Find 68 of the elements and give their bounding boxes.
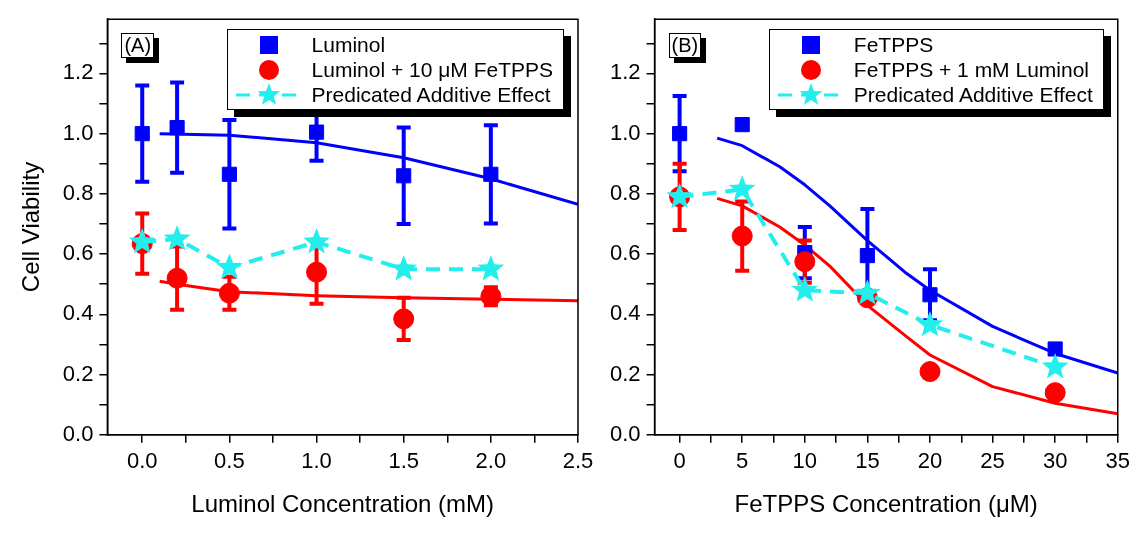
- x-tick-label: 0.0: [126, 448, 158, 474]
- x-tick-label: 1.0: [301, 448, 332, 474]
- point: [672, 126, 688, 142]
- point: [477, 255, 505, 281]
- y-tick-label: 0.8: [62, 179, 94, 205]
- point: [794, 251, 816, 273]
- x-tick-label: 20: [917, 448, 943, 474]
- y-tick-label: 0.8: [609, 179, 641, 205]
- point: [393, 308, 415, 330]
- point: [221, 166, 237, 182]
- x-tick-label: 10: [792, 448, 818, 474]
- y-tick-label: 0.0: [62, 420, 94, 446]
- y-axis-title: Cell Viability: [17, 161, 45, 293]
- y-tick-label: 1.0: [609, 119, 641, 145]
- x-tick-label: 35: [1105, 448, 1131, 474]
- legend-label: Luminol + 10 μM FeTPPS: [311, 57, 553, 82]
- y-tick-label: 1.2: [609, 59, 641, 85]
- point: [163, 225, 191, 251]
- x-tick-label: 0.5: [214, 448, 245, 474]
- point: [303, 228, 330, 254]
- x-tick-label: 2.0: [475, 448, 507, 474]
- point: [919, 361, 941, 383]
- y-tick-label: 0.2: [609, 360, 641, 386]
- point: [1044, 382, 1066, 404]
- point: [854, 279, 881, 305]
- point: [169, 120, 185, 136]
- y-tick-label: 0.2: [62, 360, 94, 386]
- x-tick-label: 30: [1042, 448, 1068, 474]
- point: [216, 253, 243, 279]
- y-tick-label: 0.6: [62, 240, 94, 266]
- x-tick-label: 5: [736, 448, 749, 474]
- point: [306, 261, 328, 283]
- y-tick-label: 1.2: [62, 59, 94, 85]
- x-tick-label: 0: [673, 448, 686, 474]
- point: [166, 267, 188, 289]
- x-axis-title: FeTPPS Concentration (μM): [734, 490, 1038, 518]
- point: [308, 124, 325, 140]
- point: [396, 168, 412, 184]
- x-tick-label: 25: [980, 448, 1005, 474]
- point: [859, 248, 875, 264]
- x-tick-label: 15: [855, 448, 880, 474]
- y-tick-label: 1.0: [62, 119, 94, 145]
- y-tick-label: 0.0: [609, 420, 641, 446]
- annotation: (A): [121, 33, 155, 59]
- x-tick-label: 1.5: [388, 448, 419, 474]
- annotation: (B): [668, 33, 702, 59]
- point: [483, 166, 499, 182]
- x-tick-label: 2.5: [562, 448, 594, 474]
- legend-label: Predicated Additive Effect: [853, 82, 1093, 107]
- legend-label: FeTPPS + 1 mM Luminol: [853, 57, 1089, 82]
- y-tick-label: 0.4: [62, 300, 94, 326]
- legend-label: Predicated Additive Effect: [311, 82, 551, 107]
- point: [791, 276, 819, 302]
- y-tick-label: 0.4: [609, 300, 641, 326]
- point: [734, 117, 750, 133]
- point: [731, 225, 753, 247]
- point: [922, 287, 938, 303]
- y-tick-label: 0.6: [609, 240, 641, 266]
- x-axis-title: Luminol Concentration (mM): [191, 490, 495, 518]
- legend-label: FeTPPS: [853, 32, 934, 57]
- point: [1041, 353, 1069, 379]
- point: [218, 282, 240, 304]
- point: [728, 175, 756, 201]
- point: [916, 310, 944, 337]
- point: [134, 126, 150, 142]
- legend-label: Luminol: [311, 32, 386, 57]
- point: [128, 228, 156, 254]
- point: [1047, 341, 1063, 357]
